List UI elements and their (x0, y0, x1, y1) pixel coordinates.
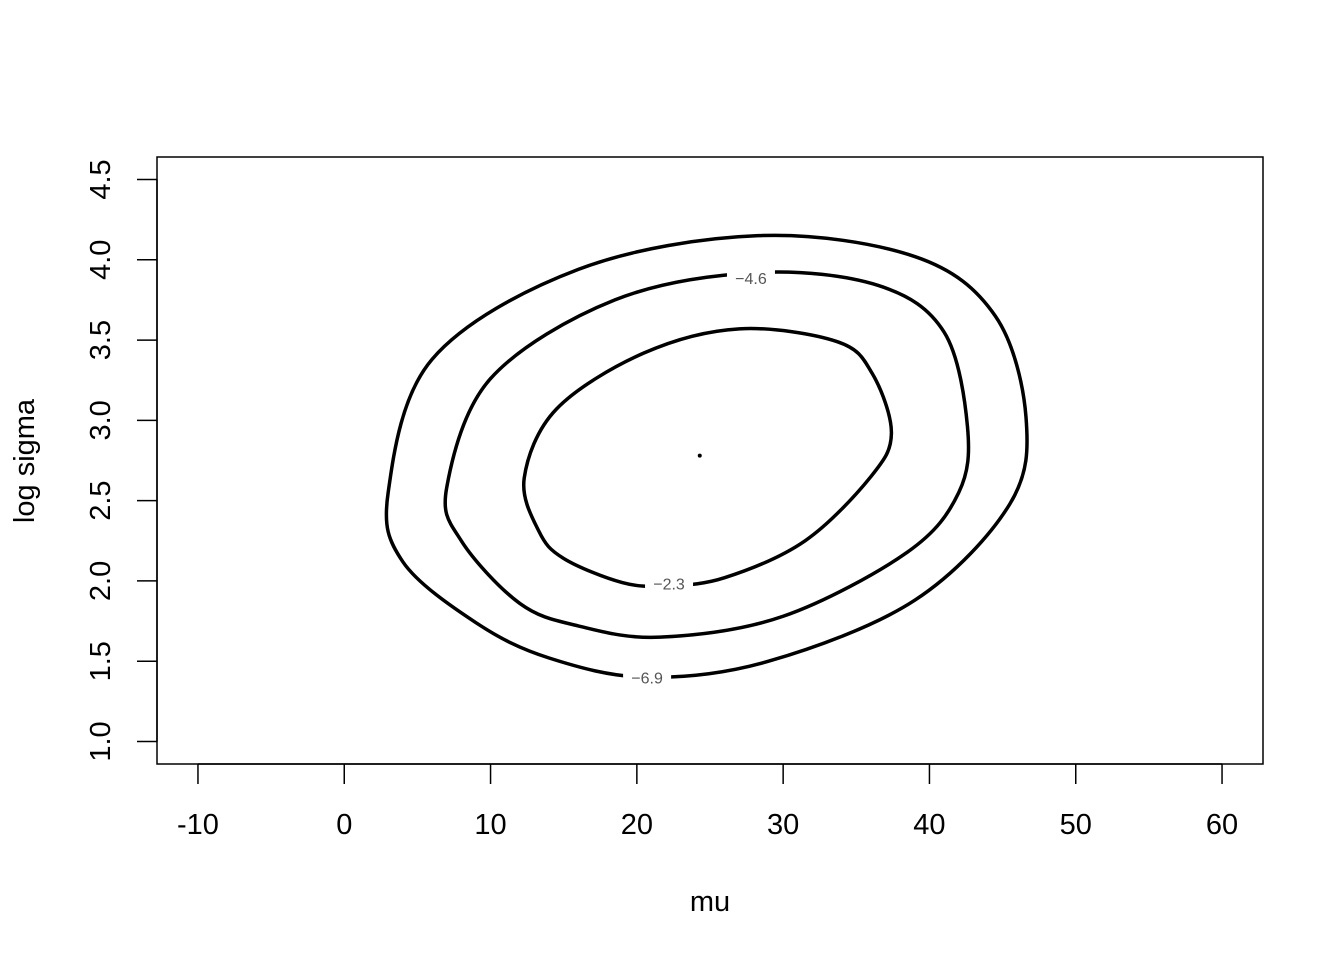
center-point (697, 453, 702, 458)
x-tick-label: -10 (177, 809, 219, 841)
contour-label-gap (726, 268, 775, 289)
x-axis-title: mu (690, 886, 730, 918)
y-tick-label: 4.5 (85, 159, 117, 199)
contour-line (521, 326, 894, 589)
x-tick-label: 50 (1060, 809, 1092, 841)
x-tick-label: 0 (336, 809, 352, 841)
contour-label: −2.3 (653, 576, 685, 593)
y-axis-title: log sigma (9, 398, 41, 523)
x-tick-label: 10 (474, 809, 506, 841)
y-tick-label: 4.0 (85, 240, 117, 280)
contour-lines (384, 233, 1029, 680)
contour-label-gap (623, 667, 672, 688)
contour-label: −4.6 (735, 271, 767, 288)
x-tick-label: 40 (913, 809, 945, 841)
contour-line (384, 233, 1029, 680)
contour-labels: −2.3 −4.6 −6.9 (623, 268, 775, 688)
y-tick-label: 1.0 (85, 721, 117, 761)
y-tick-label: 2.0 (85, 561, 117, 601)
y-tick-label: 3.5 (85, 320, 117, 360)
x-tick-label: 30 (767, 809, 799, 841)
contour-label: −6.9 (631, 670, 663, 687)
y-tick-label: 3.0 (85, 400, 117, 440)
y-tick-label: 2.5 (85, 480, 117, 520)
contour-label-gap (645, 573, 694, 594)
x-tick-label: 60 (1206, 809, 1238, 841)
y-axis: 1.0 1.5 2.0 2.5 3.0 3.5 4.0 4.5 (85, 159, 158, 762)
x-axis: -10 0 10 20 30 40 50 60 (177, 763, 1238, 841)
x-tick-label: 20 (621, 809, 653, 841)
contour-line (443, 270, 971, 640)
y-tick-label: 1.5 (85, 641, 117, 681)
